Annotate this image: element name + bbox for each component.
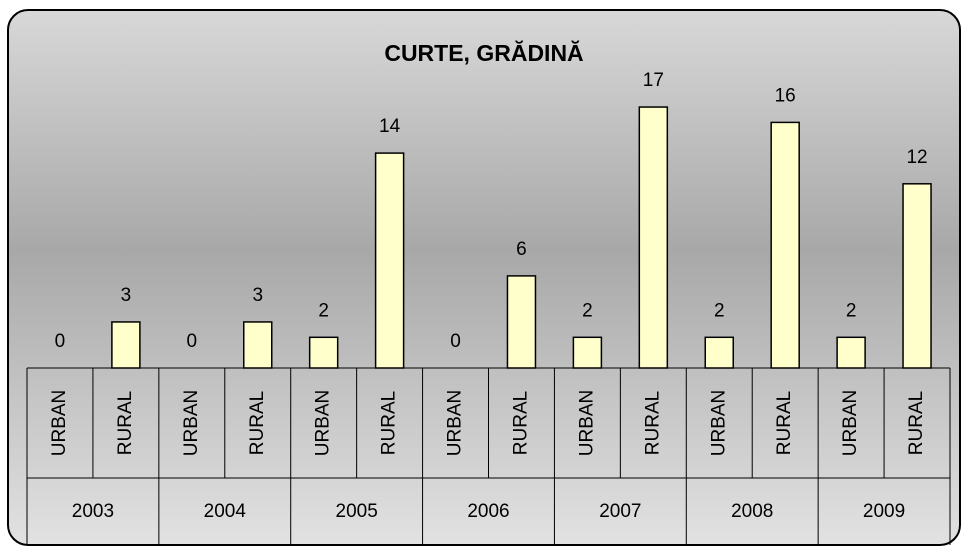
bar (243, 321, 273, 369)
x-tick-label: URBAN (49, 390, 70, 457)
data-label: 17 (643, 70, 664, 91)
group-label: 2003 (72, 501, 114, 522)
data-label: 3 (252, 285, 263, 306)
x-tick-label: URBAN (840, 390, 861, 457)
x-tick-label: URBAN (445, 390, 466, 457)
bar (902, 183, 932, 369)
data-label: 14 (379, 116, 401, 137)
data-label: 6 (516, 239, 527, 260)
x-tick-label: RURAL (906, 391, 927, 455)
bar (770, 121, 800, 369)
chart-title: CURTE, GRĂDINĂ (384, 39, 583, 66)
x-tick-label: RURAL (247, 391, 268, 455)
data-label: 2 (582, 300, 593, 321)
bar (308, 336, 339, 369)
data-label: 0 (55, 331, 66, 352)
group-label: 2009 (863, 501, 905, 522)
x-tick-label: RURAL (642, 391, 663, 455)
bar (374, 152, 405, 369)
x-tick-label: URBAN (313, 390, 334, 457)
chart-frame (7, 9, 961, 546)
data-label: 3 (121, 285, 132, 306)
data-label: 0 (187, 331, 198, 352)
x-tick-label: RURAL (379, 391, 400, 455)
data-label: 2 (714, 300, 725, 321)
bar (111, 321, 141, 369)
group-label: 2004 (204, 501, 247, 522)
group-label: 2006 (467, 501, 509, 522)
data-label: 16 (775, 85, 796, 106)
bar (506, 275, 537, 369)
data-label: 12 (906, 147, 927, 168)
data-label: 2 (318, 300, 329, 321)
group-label: 2008 (731, 501, 773, 522)
bar (572, 336, 603, 369)
bar (638, 106, 669, 369)
x-tick-label: URBAN (708, 390, 729, 457)
bar (704, 336, 734, 369)
group-label: 2005 (336, 501, 378, 522)
x-tick-label: RURAL (510, 391, 531, 455)
data-label: 2 (846, 300, 857, 321)
data-label: 0 (450, 331, 461, 352)
x-tick-label: RURAL (115, 391, 136, 455)
x-tick-label: RURAL (774, 391, 795, 455)
bar (836, 336, 866, 369)
x-tick-label: URBAN (576, 390, 597, 457)
group-label: 2007 (599, 501, 641, 522)
x-tick-label: URBAN (181, 390, 202, 457)
